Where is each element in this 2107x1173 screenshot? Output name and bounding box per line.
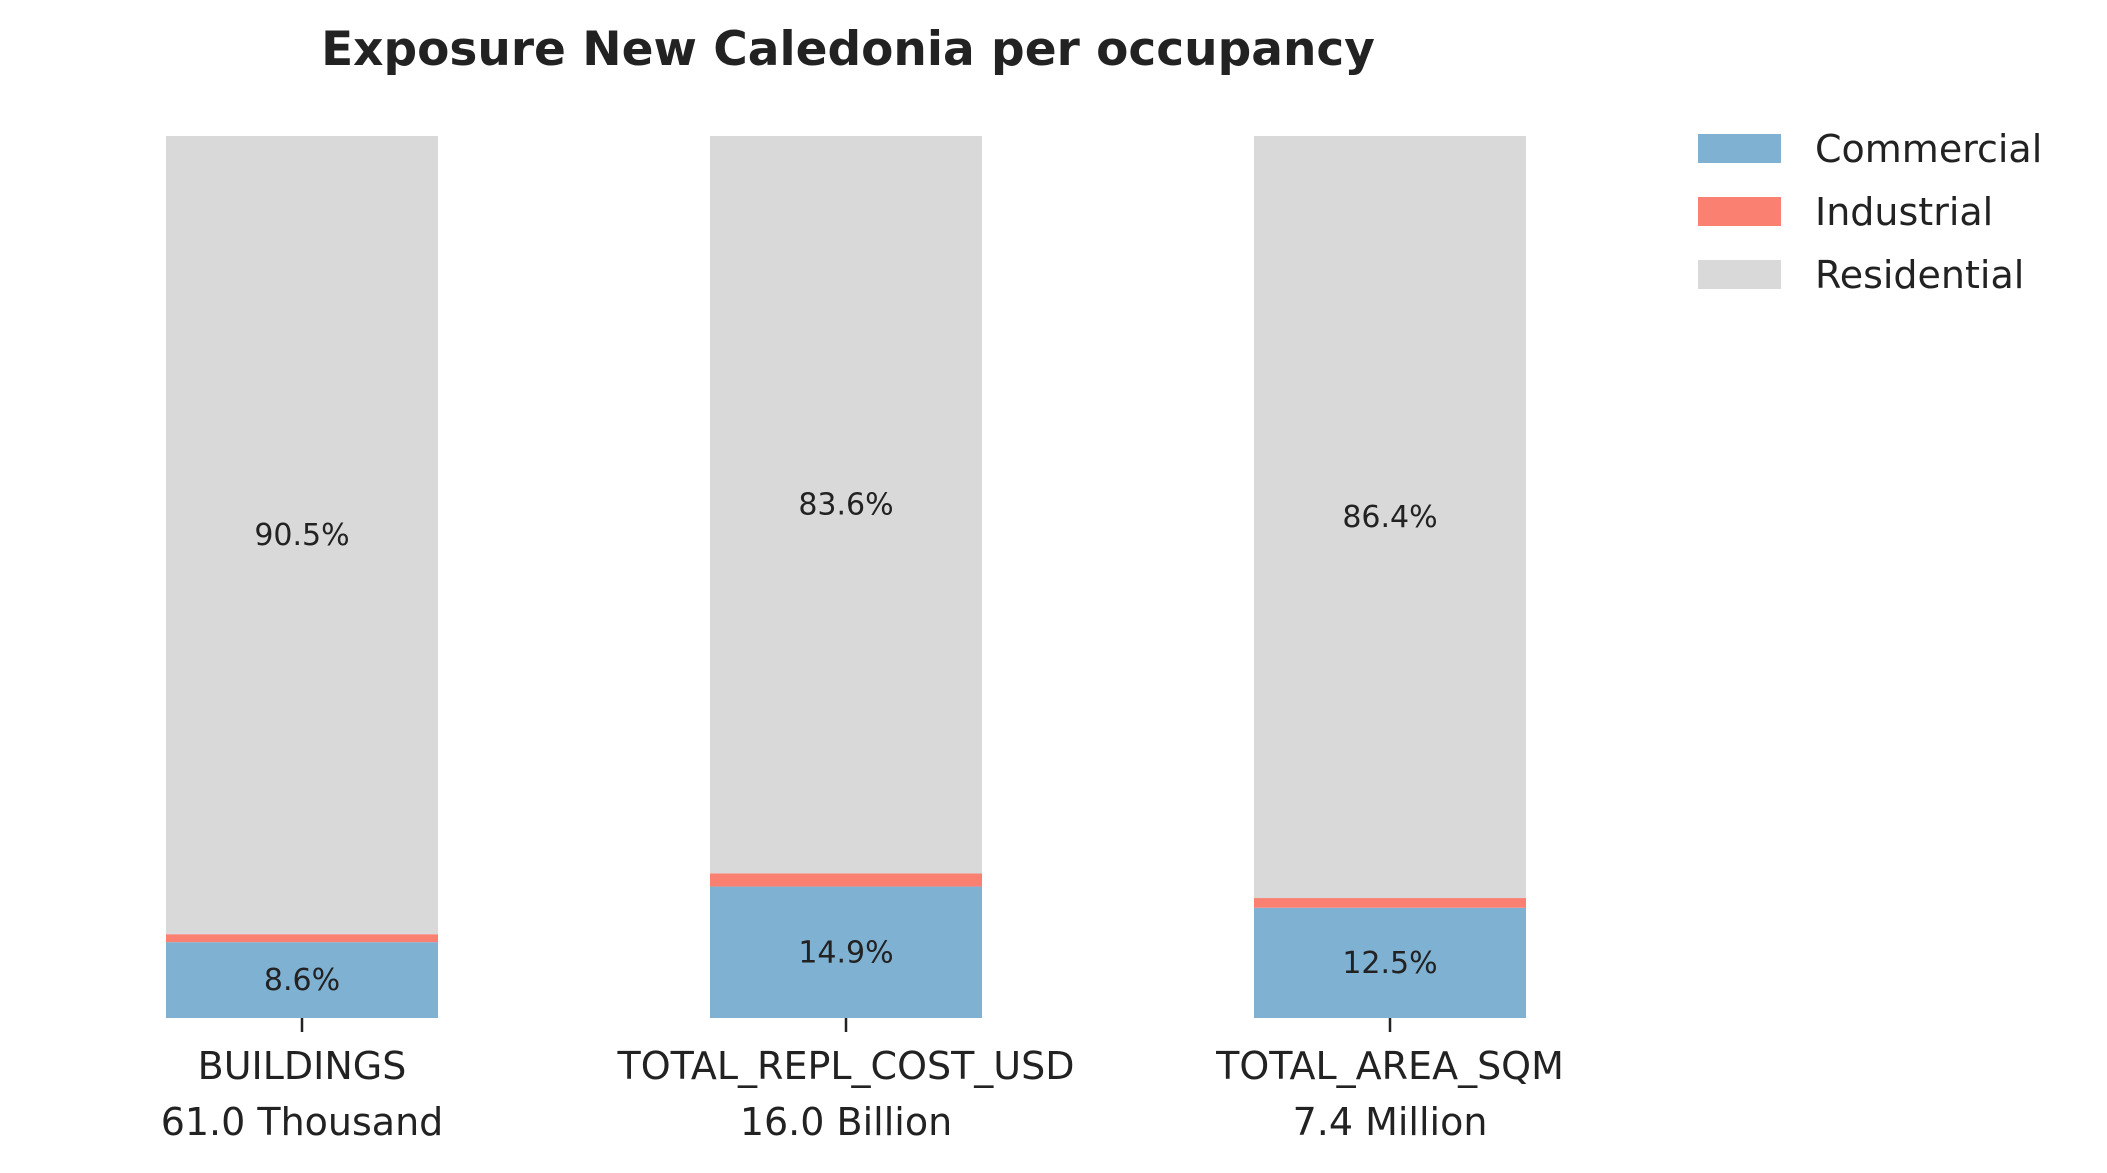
legend: Commercial Industrial Residential	[1698, 127, 2042, 297]
x-tick-total-label: 16.0 Billion	[740, 1100, 952, 1144]
bar-segment-residential-total_repl_cost_usd	[710, 136, 982, 874]
data-label-commercial-total_area_sqm: 12.5%	[1342, 946, 1437, 981]
legend-swatch-residential	[1698, 260, 1781, 289]
x-tick-total-label: 7.4 Million	[1293, 1100, 1488, 1144]
bar-segment-industrial-total_repl_cost_usd	[710, 873, 982, 887]
x-axis: BUILDINGS 61.0 Thousand TOTAL_REPL_COST_US…	[161, 1018, 1564, 1144]
chart-title: Exposure New Caledonia per occupancy	[321, 22, 1375, 77]
data-label-residential-buildings: 90.5%	[254, 518, 349, 553]
bar-segment-industrial-total_area_sqm	[1254, 898, 1526, 908]
bar-segment-commercial-total_repl_cost_usd	[710, 886, 982, 1018]
x-tick-label: TOTAL_REPL_COST_USD	[616, 1044, 1074, 1088]
legend-swatch-industrial	[1698, 197, 1781, 226]
bars-layer	[166, 136, 1526, 1018]
x-tick-label: BUILDINGS	[198, 1044, 407, 1088]
bar-segment-residential-buildings	[166, 136, 438, 935]
x-tick-label: TOTAL_AREA_SQM	[1215, 1044, 1564, 1088]
bar-segment-residential-total_area_sqm	[1254, 136, 1526, 899]
data-label-commercial-buildings: 8.6%	[264, 963, 340, 998]
bar-segment-commercial-buildings	[166, 942, 438, 1018]
x-tick-total-label: 61.0 Thousand	[161, 1100, 444, 1144]
legend-swatch-commercial	[1698, 134, 1781, 163]
legend-label-industrial: Industrial	[1815, 190, 1993, 234]
segment-labels-layer: 8.6% 90.5% 14.9% 83.6% 12.5% 86.4%	[254, 488, 1437, 998]
data-label-residential-total_area_sqm: 86.4%	[1342, 500, 1437, 535]
legend-label-residential: Residential	[1815, 253, 2024, 297]
bar-segment-industrial-buildings	[166, 934, 438, 943]
data-label-residential-total_repl_cost_usd: 83.6%	[798, 488, 893, 523]
bar-segment-commercial-total_area_sqm	[1254, 907, 1526, 1018]
data-label-commercial-total_repl_cost_usd: 14.9%	[798, 935, 893, 970]
legend-label-commercial: Commercial	[1815, 127, 2042, 171]
